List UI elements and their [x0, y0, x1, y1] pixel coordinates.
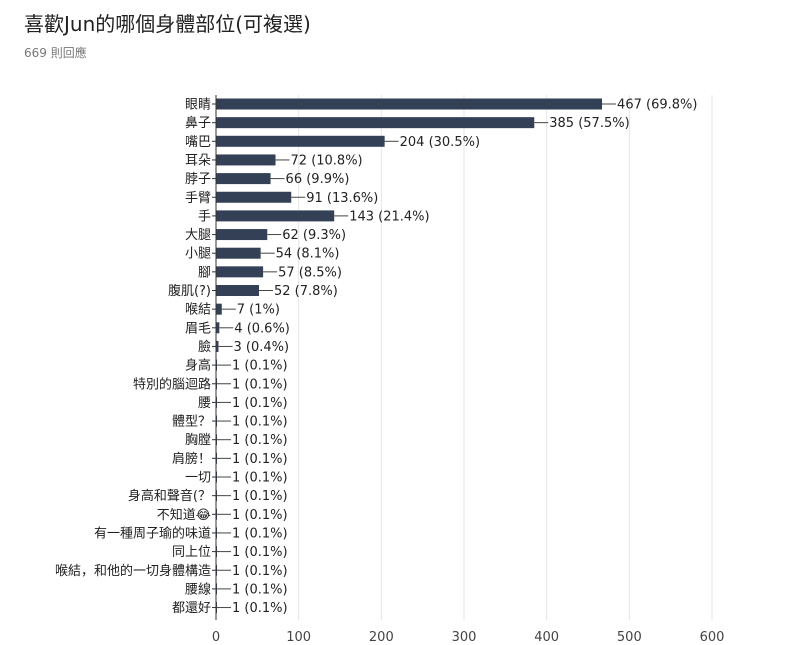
category-label: 小腿 — [185, 247, 211, 262]
value-label: 1 (0.1%) — [232, 582, 288, 597]
value-label: 7 (1%) — [237, 303, 280, 318]
x-tick-label: 300 — [452, 630, 477, 645]
category-label: 肩膀！ — [172, 451, 211, 467]
x-tick-label: 0 — [212, 630, 220, 645]
value-label: 1 (0.1%) — [232, 526, 288, 541]
bar — [216, 266, 264, 278]
value-label: 1 (0.1%) — [232, 396, 288, 411]
value-label: 66 (9.9%) — [286, 172, 350, 187]
bar — [216, 210, 335, 222]
category-label: 腳 — [198, 265, 211, 280]
category-label: 耳朵 — [185, 153, 211, 168]
bar — [216, 154, 276, 166]
labels: 0 100 200 300 400 500 600 467 (69.8%) 眼睛 385 (57.… — [55, 98, 724, 645]
category-label: 喉結，和他的一切身體構造 — [55, 563, 211, 579]
value-label: 467 (69.8%) — [617, 98, 697, 113]
value-label: 1 (0.1%) — [232, 545, 288, 560]
axes — [212, 95, 617, 620]
value-label: 385 (57.5%) — [549, 116, 629, 131]
x-tick-label: 400 — [534, 630, 559, 645]
bar — [216, 173, 271, 185]
category-label: 不知道😂 — [157, 507, 211, 523]
value-label: 3 (0.4%) — [233, 340, 289, 355]
category-label: 身高和聲音(？ — [128, 488, 211, 504]
x-tick-label: 200 — [369, 630, 394, 645]
category-label: 有一種周子瑜的味道 — [94, 525, 211, 541]
bar — [216, 340, 219, 352]
value-label: 54 (8.1%) — [276, 247, 340, 262]
category-label: 大腿 — [185, 228, 211, 243]
value-label: 72 (10.8%) — [291, 153, 363, 168]
value-label: 57 (8.5%) — [278, 265, 342, 280]
category-label: 特別的腦迴路 — [133, 376, 211, 392]
value-label: 1 (0.1%) — [232, 471, 288, 486]
value-label: 4 (0.6%) — [234, 321, 290, 336]
bar — [216, 229, 268, 241]
category-label: 鼻子 — [185, 115, 211, 131]
bar — [216, 135, 385, 147]
category-label: 眼睛 — [185, 98, 211, 113]
bar — [216, 117, 535, 129]
category-label: 體型？ — [172, 415, 211, 430]
category-label: 喉結 — [185, 303, 211, 318]
category-label: 胸膛 — [185, 433, 211, 448]
bar — [216, 98, 603, 110]
value-label: 62 (9.3%) — [282, 228, 346, 243]
value-label: 1 (0.1%) — [232, 601, 288, 616]
response-count: 669 則回應 — [24, 46, 87, 60]
category-label: 一切 — [185, 471, 211, 486]
value-label: 91 (13.6%) — [306, 191, 378, 206]
value-label: 1 (0.1%) — [232, 564, 288, 579]
category-label: 臉 — [198, 340, 211, 355]
category-label: 都還好 — [172, 601, 211, 616]
category-label: 腰線 — [185, 581, 211, 597]
category-label: 同上位 — [172, 545, 211, 560]
category-label: 手 — [198, 209, 211, 224]
bar — [216, 303, 222, 315]
value-label: 143 (21.4%) — [349, 209, 429, 224]
x-tick-label: 500 — [617, 630, 642, 645]
bar — [216, 322, 220, 334]
value-label: 1 (0.1%) — [232, 489, 288, 504]
value-label: 204 (30.5%) — [400, 135, 480, 150]
x-tick-label: 100 — [286, 630, 311, 645]
value-label: 1 (0.1%) — [232, 415, 288, 430]
value-label: 1 (0.1%) — [232, 452, 288, 467]
value-label: 1 (0.1%) — [232, 359, 288, 374]
grid-lines — [298, 95, 713, 620]
chart-title: 喜歡Jun的哪個身體部位(可複選) — [24, 12, 311, 36]
bar — [216, 191, 292, 203]
value-label: 52 (7.8%) — [274, 284, 338, 299]
category-label: 眉毛 — [185, 321, 211, 336]
value-label: 1 (0.1%) — [232, 377, 288, 392]
bar — [216, 247, 261, 259]
category-label: 腹肌(?) — [168, 283, 211, 299]
value-label: 1 (0.1%) — [232, 508, 288, 523]
category-label: 脖子 — [185, 171, 211, 187]
x-tick-label: 600 — [700, 630, 725, 645]
bars — [216, 98, 603, 614]
bar — [216, 285, 259, 296]
category-label: 嘴巴 — [185, 135, 211, 150]
category-label: 身高 — [185, 358, 211, 374]
category-label: 手臂 — [185, 191, 211, 206]
category-label: 腰 — [198, 396, 211, 411]
value-label: 1 (0.1%) — [232, 433, 288, 448]
